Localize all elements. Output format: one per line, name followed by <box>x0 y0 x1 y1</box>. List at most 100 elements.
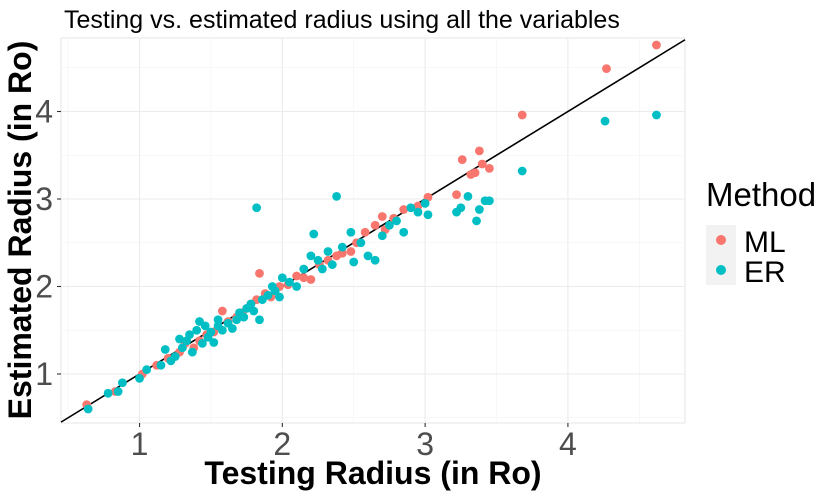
point-er <box>206 327 216 337</box>
point-er <box>197 338 207 348</box>
point-er <box>246 299 256 309</box>
point-er <box>103 388 113 398</box>
legend-label-ml: ML <box>744 226 786 259</box>
point-er <box>239 312 249 322</box>
chart-title: Testing vs. estimated radius using all t… <box>64 6 620 34</box>
point-er <box>217 325 227 335</box>
point-er <box>160 345 170 354</box>
x-axis-title: Testing Radius (in Ro) <box>204 455 541 491</box>
point-er <box>292 282 302 291</box>
point-ml <box>652 40 661 50</box>
point-er <box>118 378 127 388</box>
point-er <box>652 110 661 120</box>
point-ml <box>255 268 264 278</box>
point-er <box>406 203 416 213</box>
point-er <box>275 292 284 302</box>
x-tick-label: 3 <box>416 426 434 462</box>
legend-marker-er <box>716 265 726 275</box>
point-er <box>377 231 387 241</box>
point-ml <box>399 205 409 214</box>
point-ml <box>217 306 227 316</box>
point-er <box>399 227 409 237</box>
point-ml <box>457 155 467 165</box>
point-er <box>170 352 180 361</box>
point-er <box>323 247 333 256</box>
point-er <box>346 227 356 237</box>
point-er <box>270 286 280 296</box>
point-er <box>227 324 237 333</box>
point-er <box>299 264 309 274</box>
point-er <box>600 116 610 126</box>
point-er <box>252 203 262 213</box>
point-ml <box>292 271 302 281</box>
point-er <box>175 334 184 344</box>
point-er <box>392 216 401 226</box>
legend-title: Method <box>706 176 816 213</box>
point-ml <box>299 273 309 283</box>
x-tick-label: 4 <box>559 426 577 462</box>
point-er <box>232 315 242 325</box>
point-ml <box>337 248 347 258</box>
point-ml <box>413 201 423 211</box>
point-er <box>285 277 294 287</box>
point-ml <box>517 110 527 120</box>
point-er <box>213 315 223 325</box>
legend: Method ML ER <box>706 176 816 289</box>
point-ml <box>474 146 484 156</box>
point-er <box>349 257 359 267</box>
point-er <box>255 315 264 325</box>
point-er <box>249 306 259 316</box>
point-er <box>370 255 380 265</box>
point-er <box>187 347 197 357</box>
point-er <box>413 207 423 217</box>
point-er <box>317 264 327 274</box>
point-ml <box>370 220 380 230</box>
y-axis-title: Estimated Radius (in Ro) <box>2 41 38 420</box>
x-tick-label: 2 <box>273 426 291 462</box>
point-er <box>177 343 187 353</box>
point-ml <box>470 168 480 178</box>
point-er <box>142 365 152 375</box>
point-er <box>472 216 481 226</box>
point-er <box>420 198 430 208</box>
point-ml <box>377 212 387 221</box>
point-er <box>306 251 316 261</box>
point-er <box>456 203 466 213</box>
y-axis-ticks: 1 2 3 4 <box>35 94 61 392</box>
point-er <box>337 242 347 252</box>
point-er <box>332 191 341 201</box>
point-er <box>192 325 202 335</box>
point-ml <box>306 275 316 284</box>
point-er <box>309 229 319 239</box>
point-er <box>517 166 527 176</box>
y-tick-label: 3 <box>35 181 53 217</box>
x-tick-label: 1 <box>131 426 149 462</box>
x-axis-ticks: 1 2 3 4 <box>131 423 577 462</box>
point-er <box>263 290 273 300</box>
point-er <box>83 404 93 414</box>
y-tick-label: 2 <box>35 269 53 305</box>
grid-lines <box>61 38 685 423</box>
point-er <box>277 273 287 283</box>
point-er <box>327 260 337 270</box>
point-ml <box>484 163 494 173</box>
point-er <box>209 338 219 347</box>
point-ml <box>477 159 487 169</box>
point-er <box>313 255 323 265</box>
point-ml <box>346 247 356 256</box>
legend-label-er: ER <box>744 256 786 289</box>
legend-marker-ml <box>716 235 726 245</box>
point-er <box>156 360 166 370</box>
point-er <box>185 330 194 340</box>
point-ml <box>360 227 370 237</box>
y-tick-label: 4 <box>35 94 53 130</box>
data-points <box>82 40 661 414</box>
point-ml <box>602 64 611 74</box>
point-er <box>385 220 394 230</box>
point-er <box>474 205 484 214</box>
point-er <box>113 387 123 396</box>
point-er <box>356 238 366 248</box>
point-ml <box>452 190 461 200</box>
point-er <box>463 191 473 201</box>
